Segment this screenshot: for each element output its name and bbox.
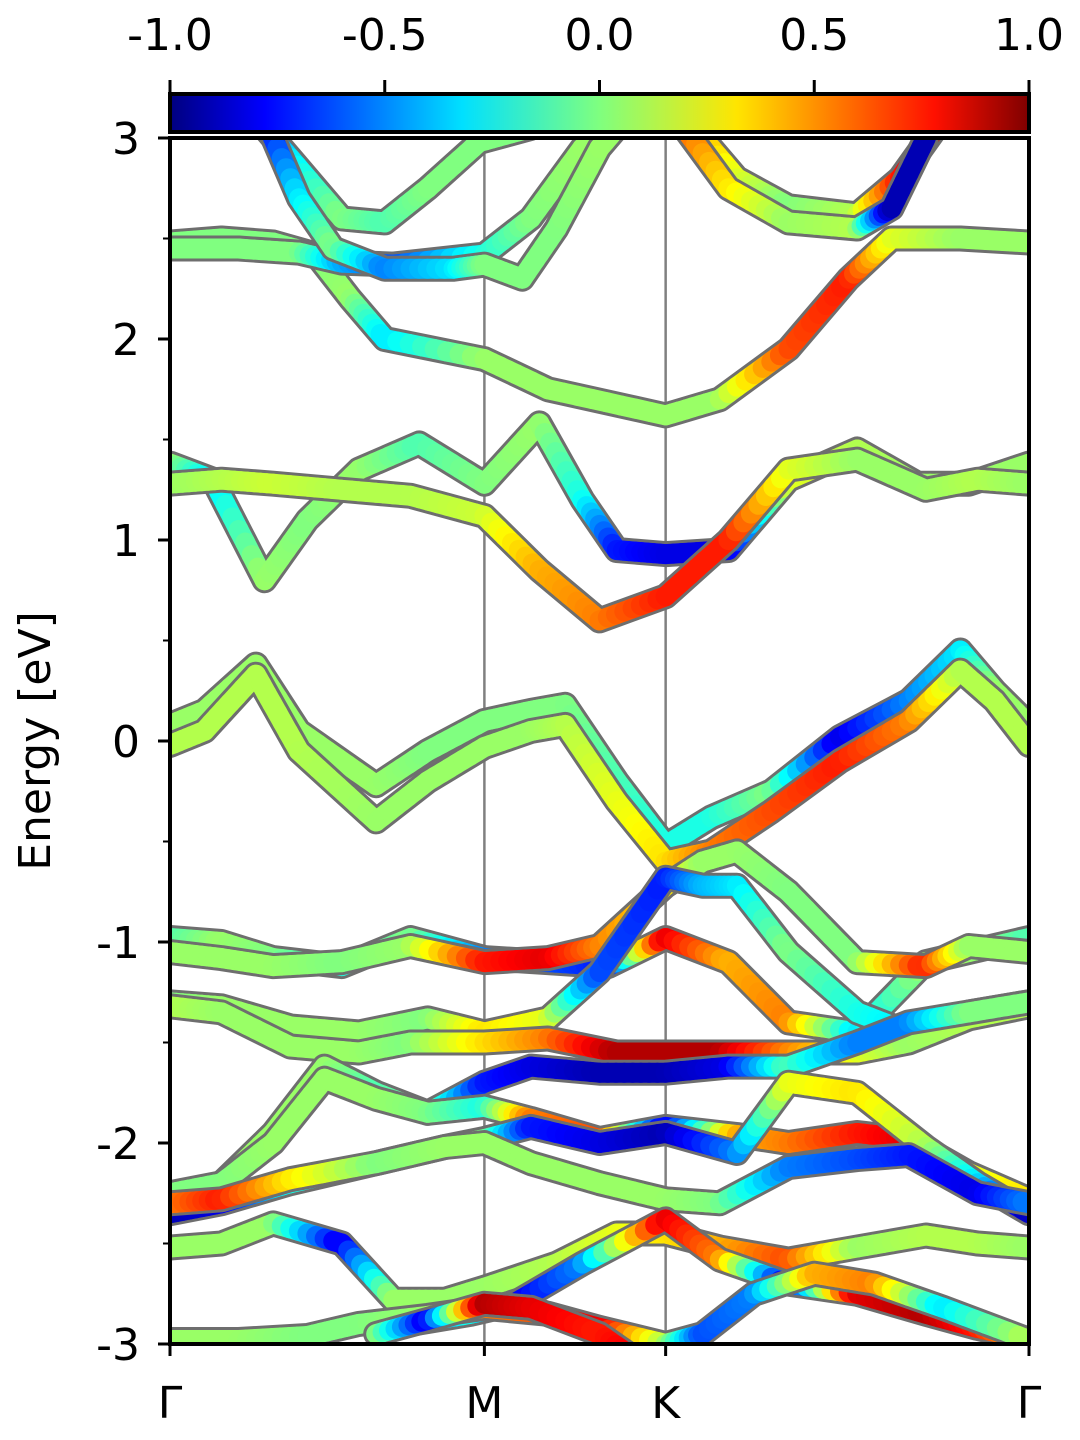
band-line xyxy=(675,138,939,242)
band-segment xyxy=(621,1342,631,1344)
colorbar: -1.0 -0.5 0.0 0.5 1.0 xyxy=(127,10,1064,134)
y-tick-label: 3 xyxy=(112,114,140,165)
bands xyxy=(170,138,1029,1364)
band-line xyxy=(363,1290,642,1364)
y-tick-label: -1 xyxy=(96,918,140,969)
plot-area: 3 2 1 0 -1 -2 -3 Γ M K Γ Energy [eV] xyxy=(10,114,1042,1429)
x-tick-label: Γ xyxy=(158,1378,183,1429)
band-segment xyxy=(612,1339,632,1344)
y-tick-label: 2 xyxy=(112,315,140,366)
colorbar-tick-label: 0.0 xyxy=(565,10,635,61)
y-tick-label: 1 xyxy=(112,516,140,567)
band-segment xyxy=(637,1360,642,1364)
band-line xyxy=(170,657,1029,875)
band-line xyxy=(170,1210,1029,1313)
colorbar-tick-label: -0.5 xyxy=(342,10,428,61)
x-tick-label: K xyxy=(651,1378,681,1429)
y-tick-label: 0 xyxy=(112,717,140,768)
colorbar-tick-label: -1.0 xyxy=(127,10,213,61)
colorbar-tick-label: 0.5 xyxy=(779,10,849,61)
colorbar-tick-label: 1.0 xyxy=(994,10,1064,61)
band-line xyxy=(170,1130,1029,1217)
y-axis: 3 2 1 0 -1 -2 -3 xyxy=(96,114,170,1371)
x-tick-label: M xyxy=(465,1378,503,1429)
y-tick-label: -3 xyxy=(96,1320,140,1371)
band-outline xyxy=(170,410,1029,594)
y-tick-label: -2 xyxy=(96,1119,140,1170)
band-line xyxy=(170,446,1029,634)
colorbar-ticks: -1.0 -0.5 0.0 0.5 1.0 xyxy=(127,10,1064,94)
colorbar-gradient xyxy=(168,92,1031,134)
band-segment xyxy=(632,1357,637,1361)
y-axis-label: Energy [eV] xyxy=(10,611,61,871)
x-tick-label: Γ xyxy=(1017,1378,1042,1429)
band-line xyxy=(258,138,626,292)
band-line xyxy=(170,410,1029,594)
